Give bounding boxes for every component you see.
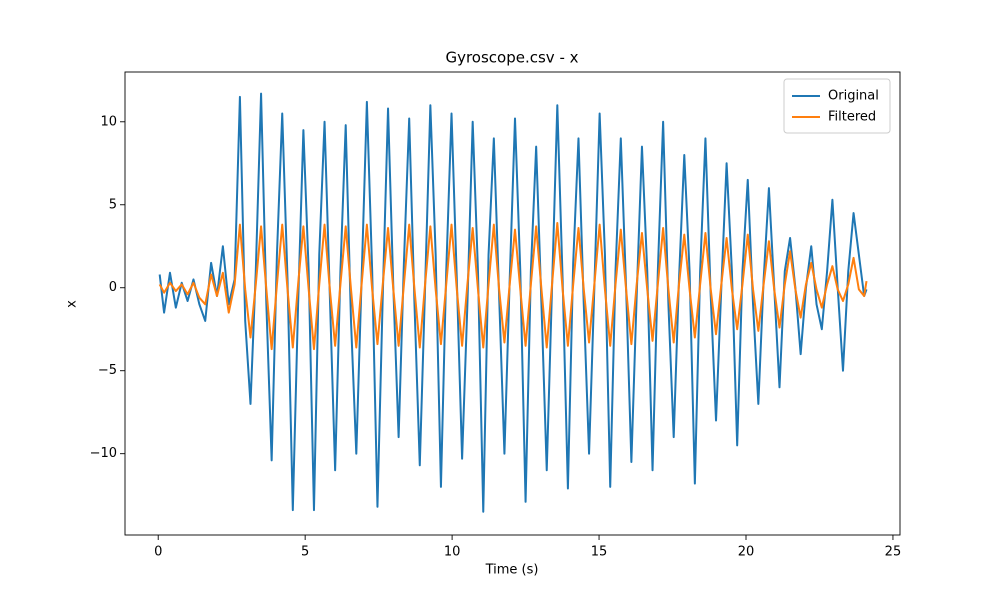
legend-label: Filtered (828, 110, 876, 125)
y-tick-label: −10 (90, 446, 117, 461)
chart-title: Gyroscope.csv - x (445, 49, 578, 67)
x-tick-label: 5 (301, 545, 309, 560)
x-tick-label: 25 (885, 545, 902, 560)
legend-box (783, 78, 891, 134)
y-tick-label: 5 (109, 197, 117, 212)
x-tick-label: 10 (444, 545, 461, 560)
y-tick-label: 10 (100, 114, 117, 129)
y-axis-label: x (65, 300, 80, 308)
series-line (158, 222, 868, 351)
legend: Original Filtered (783, 78, 891, 134)
x-tick-label: 0 (154, 545, 162, 560)
y-tick-label: 0 (109, 280, 117, 295)
x-tick-label: 20 (738, 545, 755, 560)
legend-label: Original (828, 89, 879, 104)
x-tick-label: 15 (591, 545, 608, 560)
x-axis-label: Time (s) (485, 563, 539, 578)
plot-frame (124, 71, 901, 536)
y-tick-label: −5 (98, 363, 117, 378)
